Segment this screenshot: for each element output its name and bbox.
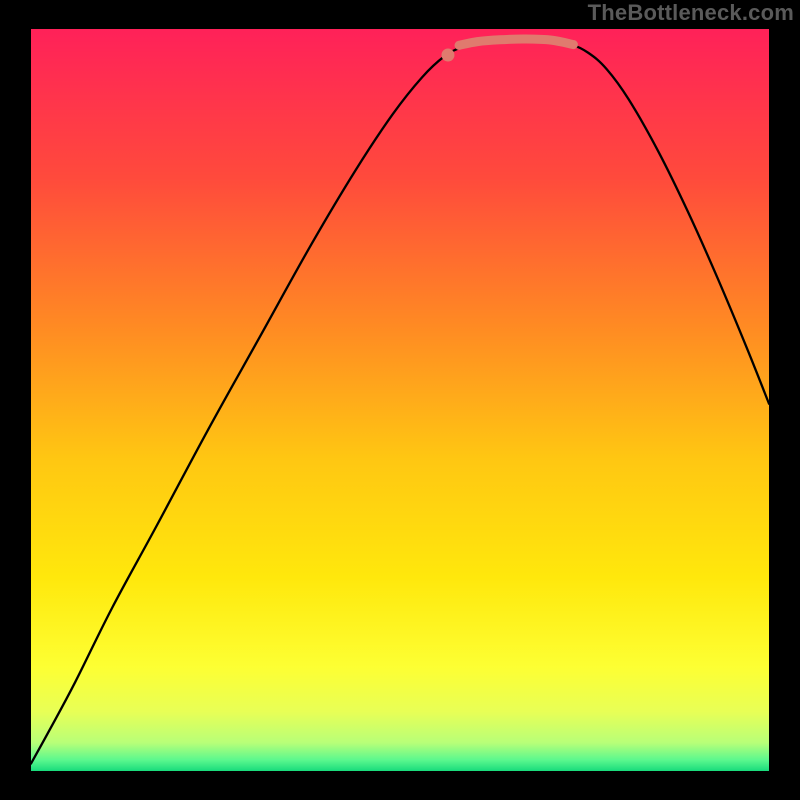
watermark-text: TheBottleneck.com — [588, 0, 794, 26]
bottleneck-chart — [0, 0, 800, 800]
figure-root: TheBottleneck.com — [0, 0, 800, 800]
valley-start-marker — [441, 48, 454, 61]
chart-background — [31, 29, 769, 771]
